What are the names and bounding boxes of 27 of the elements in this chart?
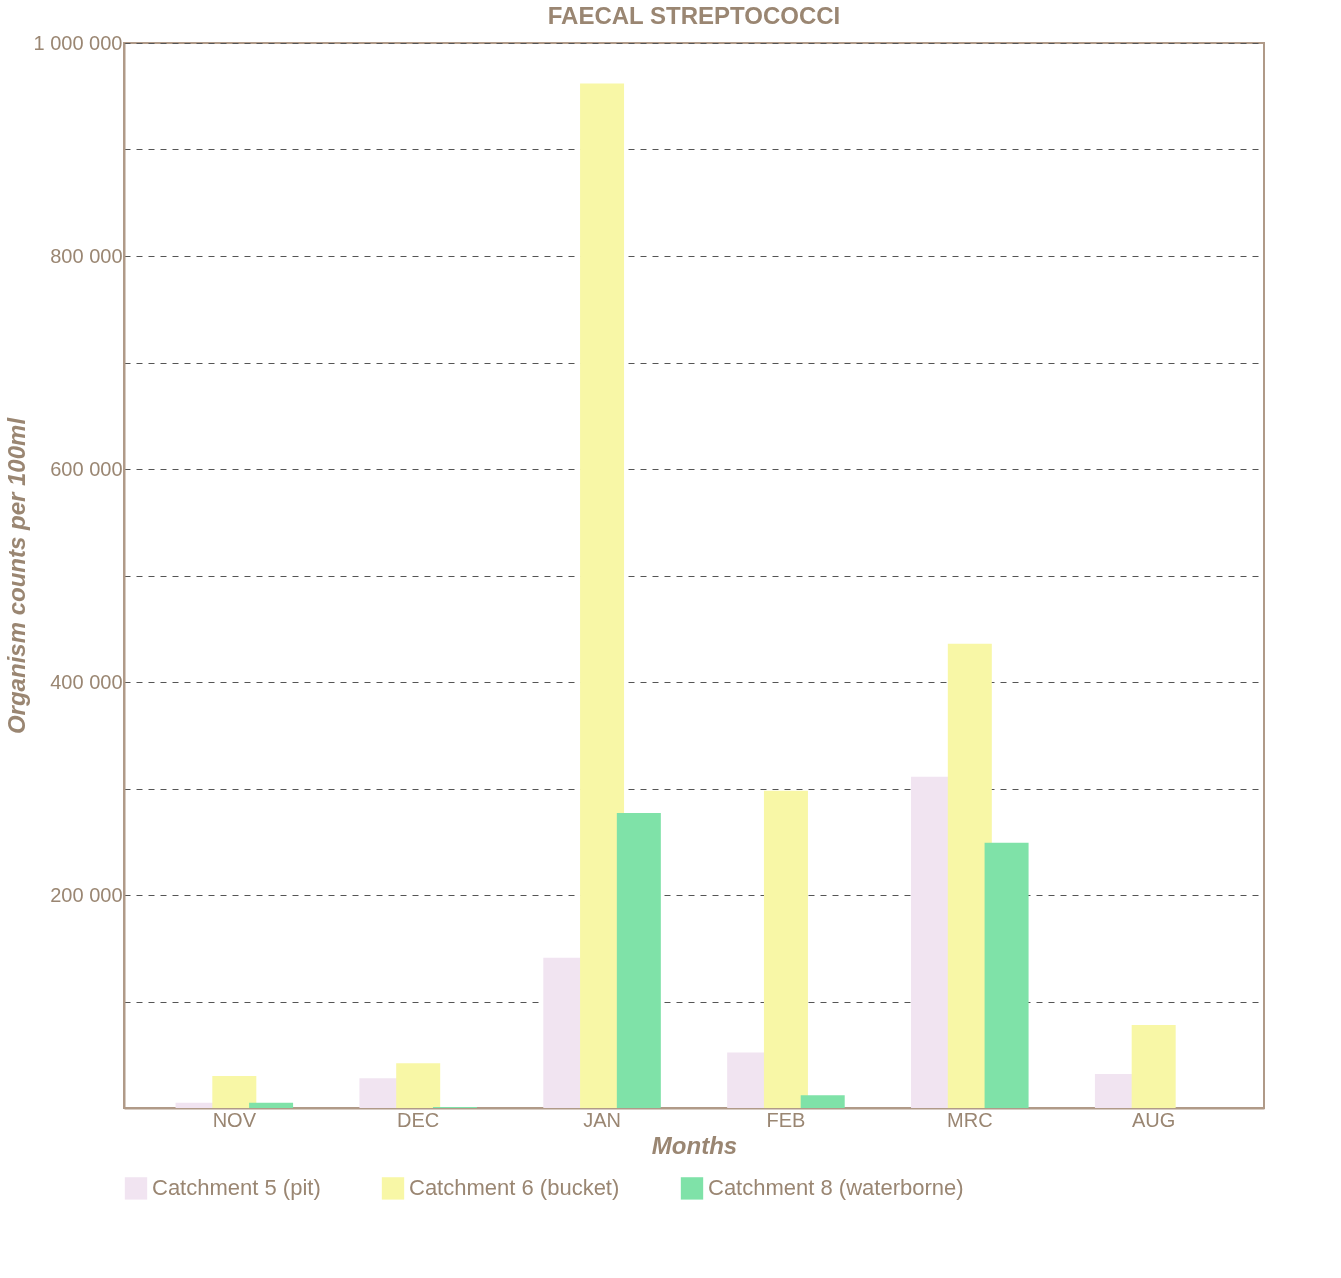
y-tick-label: 600 000 [50, 457, 123, 480]
y-axis-title: Organism counts per 100ml [2, 416, 30, 735]
y-tick-label: 800 000 [50, 244, 123, 267]
x-tick-label: AUG [1132, 1108, 1176, 1131]
bar [1131, 1024, 1176, 1108]
x-tick-label: NOV [212, 1108, 257, 1131]
legend-label: Catchment 5 (pit) [152, 1175, 321, 1201]
legend-label: Catchment 8 (waterborne) [708, 1175, 964, 1201]
bar [763, 790, 808, 1108]
bar [212, 1076, 257, 1108]
x-tick-label: DEC [397, 1108, 440, 1131]
x-tick-label: MRC [947, 1108, 993, 1131]
x-tick-label: FEB [766, 1108, 806, 1131]
x-tick-label: JAN [583, 1108, 621, 1131]
y-tick-label: 400 000 [50, 670, 123, 693]
bar [800, 1095, 845, 1108]
bar [249, 1102, 294, 1108]
bar [580, 83, 625, 1108]
bar [947, 643, 992, 1108]
chart-title: FAECAL STREPTOCOCCI [547, 2, 841, 29]
bar [984, 842, 1029, 1108]
y-tick-label: 1 000 000 [33, 31, 123, 54]
bar [616, 813, 661, 1108]
y-tick-label: 200 000 [50, 883, 123, 906]
bar [396, 1063, 441, 1108]
legend-label: Catchment 6 (bucket) [409, 1175, 620, 1201]
x-axis-title: Months [651, 1131, 738, 1159]
